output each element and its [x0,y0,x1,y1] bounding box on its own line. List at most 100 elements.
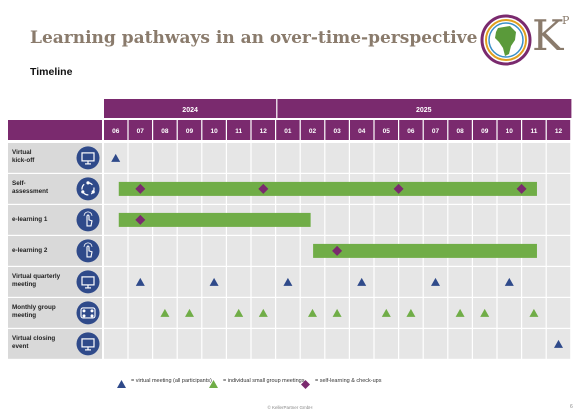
grid-cell [128,143,152,173]
legend-self-label: = self-learning & check-ups [315,378,382,384]
grid-cell [325,267,349,297]
progress-bar [313,243,537,258]
grid-cell [399,329,423,359]
grid-cell [546,205,571,235]
month-label: 02 [309,128,317,135]
month-label: 08 [161,128,169,135]
grid-cell [546,174,571,204]
grid-cell [104,267,128,297]
grid-cell [202,143,226,173]
cycle-icon [76,177,100,201]
month-label: 12 [555,128,563,135]
group-meeting-marker [381,308,391,317]
month-cell [399,120,423,140]
year-header-2024 [104,99,277,118]
group-person [82,309,86,313]
grid-cell [227,267,251,297]
grid-cell [300,205,325,235]
diamond-marker [516,183,527,194]
progress-bar [118,212,311,227]
grid-cell [522,205,546,235]
grid-cell [399,143,423,173]
month-label: 11 [530,128,537,135]
green-triangle-icon [209,380,218,388]
diamond-marker [332,245,343,256]
month-cell [251,120,275,140]
touch-hand [86,214,93,227]
month-label: 06 [407,128,415,135]
group-person [82,314,86,318]
year-header-2025 [277,99,572,118]
grid-cell [522,329,546,359]
monitor-icon [76,270,100,294]
grid-cell [423,329,448,359]
month-cell [177,120,202,140]
grid-cell [350,298,374,328]
group-meeting-marker [308,308,317,317]
grid-cell [497,298,521,328]
logo-letter: K [532,11,564,60]
grid-cell [473,205,497,235]
month-cell [497,120,521,140]
grid-cell [251,267,275,297]
grid-cell [202,298,226,328]
grid-cell [153,236,177,266]
grid-cell [276,329,300,359]
grid-cell [300,329,325,359]
group-meeting-marker [332,308,342,317]
grid-cell [374,267,398,297]
grid-cell [473,143,497,173]
month-label: 01 [284,128,292,135]
touch-hand [86,245,93,258]
virtual-meeting-marker [554,339,563,348]
grid-cell [104,174,128,204]
grid-cell [497,329,521,359]
row-label: e-learning 2 [12,247,48,254]
grid-cell [276,236,300,266]
diamond-marker [393,183,404,194]
cycle-dot [86,181,90,185]
grid-cell [177,329,202,359]
year-label: 2025 [416,107,432,114]
group-meeting-marker [160,308,170,317]
group-person [90,314,94,318]
row-label: Virtual kick-off [12,149,35,164]
grid-cell [423,298,448,328]
logo-superscript: P [562,14,570,27]
grid-cell [153,329,177,359]
month-label: 08 [456,128,464,135]
company-logo: K P [478,8,574,68]
virtual-meeting-marker [283,277,293,286]
month-label: 06 [112,128,120,135]
month-cell [546,120,571,140]
grid-cell [325,329,349,359]
progress-bar [118,181,537,196]
group-meeting-marker [258,308,268,317]
group-meeting-marker [480,308,490,317]
row-label: Virtual closing event [12,335,55,350]
grid-cell [448,329,472,359]
row-label: Self-assessment [12,180,49,195]
row-label: Virtual quarterly meeting [12,273,61,288]
month-label: 11 [235,128,242,135]
legend-virtual-label: = virtual meeting (all participants) [131,378,212,384]
grid-cell [374,329,398,359]
diamond-marker [135,183,146,194]
page-title: Learning pathways in an over-time-perspe… [30,28,478,48]
month-cell [104,120,128,140]
grid-cell [350,329,374,359]
grid-cell [300,236,325,266]
section-subtitle: Timeline [30,66,73,78]
month-label: 03 [333,128,341,135]
month-label: 12 [260,128,268,135]
grid-cell [448,205,472,235]
cycle-dot [91,190,95,194]
grid-cell [546,236,571,266]
month-cell [350,120,374,140]
month-header-spacer [8,120,102,140]
month-cell [522,120,546,140]
monitor-icon [76,332,100,356]
group-person [90,309,94,313]
grid-cell [522,267,546,297]
group-meeting-marker [529,308,539,317]
